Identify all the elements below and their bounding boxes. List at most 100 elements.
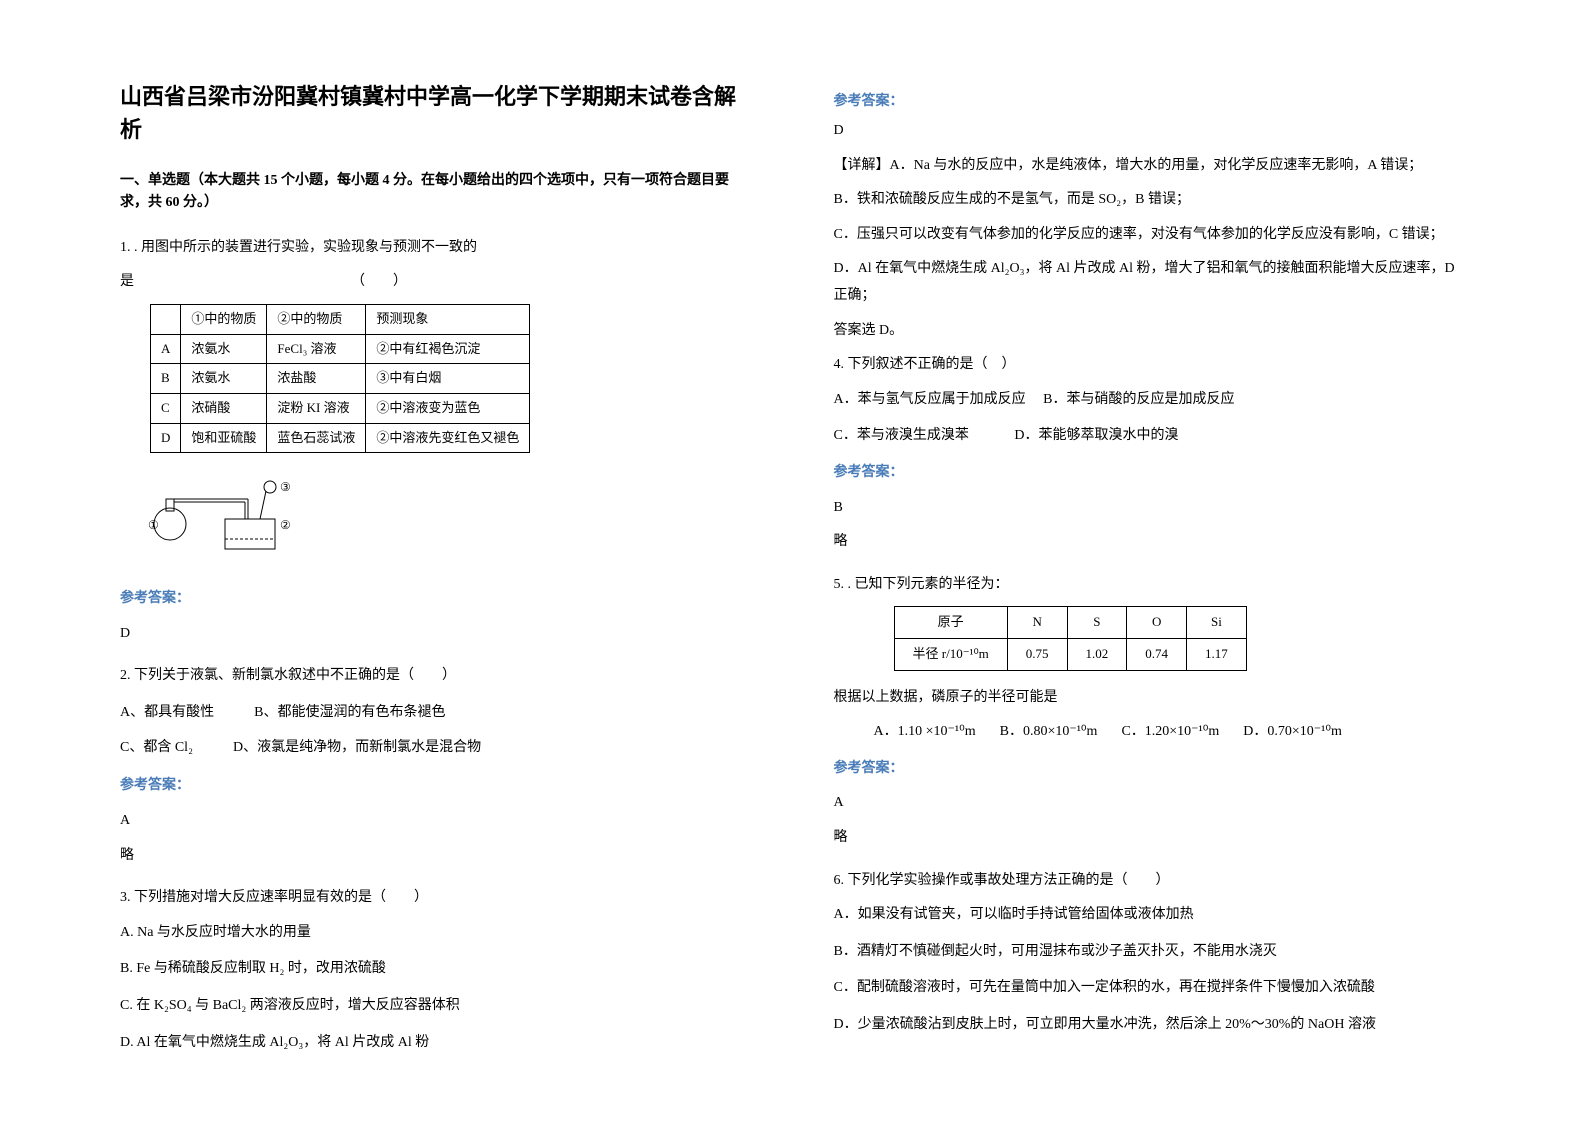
q5-answer: A xyxy=(834,790,1468,817)
table-cell: C xyxy=(151,394,181,424)
q3-optB: B. Fe 与稀硫酸反应制取 H₂ 时，改用浓硫酸 xyxy=(120,956,754,983)
q5-optB: B．0.80×10⁻¹⁰m xyxy=(1000,719,1098,746)
q2-optA: A、都具有酸性 xyxy=(120,698,214,729)
table-cell: ①中的物质 xyxy=(181,304,267,334)
question-2: 2. 下列关于液氯、新制氯水叙述中不正确的是（ ） A、都具有酸性 B、都能使湿… xyxy=(120,663,754,869)
left-column: 山西省吕梁市汾阳冀村镇冀村中学高一化学下学期期末试卷含解析 一、单选题（本大题共… xyxy=(100,80,794,1082)
q4-optB: B．苯与硝酸的反应是加成反应 xyxy=(1043,392,1234,407)
q6-optD: D．少量浓硫酸沾到皮肤上时，可立即用大量水冲洗，然后涂上 20%～30%的 Na… xyxy=(834,1012,1468,1039)
table-cell: 0.75 xyxy=(1007,639,1067,671)
table-cell: 浓氨水 xyxy=(181,334,267,364)
q1-text-b: 是 （ ） xyxy=(120,269,754,296)
answer-label: 参考答案： xyxy=(120,586,754,613)
table-row: 原子 N S O Si xyxy=(894,607,1246,639)
table-row: D 饱和亚硫酸 蓝色石蕊试液 ②中溶液先变红色又褪色 xyxy=(151,423,530,453)
table-cell: O xyxy=(1127,607,1187,639)
table-cell: 浓氨水 xyxy=(181,364,267,394)
q4-text: 4. 下列叙述不正确的是（ ） xyxy=(834,352,1468,379)
q2-options: A、都具有酸性 B、都能使湿润的有色布条褪色 C、都含 Cl₂ D、液氯是纯净物… xyxy=(120,698,754,764)
q3-answer: D xyxy=(834,118,1468,145)
right-column: 参考答案： D 【详解】A．Na 与水的反应中，水是纯液体，增大水的用量，对化学… xyxy=(794,80,1488,1082)
table-row: ①中的物质 ②中的物质 预测现象 xyxy=(151,304,530,334)
q6-optB: B．酒精灯不慎碰倒起火时，可用湿抹布或沙子盖灭扑灭，不能用水浇灭 xyxy=(834,939,1468,966)
q3-explain-c: C．压强只可以改变有气体参加的化学反应的速率，对没有气体参加的化学反应没有影响，… xyxy=(834,222,1468,249)
q3-optD: D. Al 在氧气中燃烧生成 Al₂O₃，将 Al 片改成 Al 粉 xyxy=(120,1030,754,1057)
answer-label: 参考答案： xyxy=(834,460,1468,487)
table-cell: 0.74 xyxy=(1127,639,1187,671)
table-cell: 1.02 xyxy=(1067,639,1127,671)
q4-optD: D．苯能够萃取溴水中的溴 xyxy=(1014,428,1178,443)
q2-note: 略 xyxy=(120,843,754,870)
svg-text:③: ③ xyxy=(280,480,291,494)
table-cell: A xyxy=(151,334,181,364)
q1-text-a: 1. . 用图中所示的装置进行实验，实验现象与预测不一致的 xyxy=(120,235,754,262)
q4-optC: C．苯与液溴生成溴苯 xyxy=(834,428,969,443)
q6-optA: A．如果没有试管夹，可以临时手持试管给固体或液体加热 xyxy=(834,902,1468,929)
question-4: 4. 下列叙述不正确的是（ ） A．苯与氢气反应属于加成反应 B．苯与硝酸的反应… xyxy=(834,352,1468,556)
q5-optC: C．1.20×10⁻¹⁰m xyxy=(1121,719,1219,746)
q5-note: 略 xyxy=(834,825,1468,852)
q3-explain-e: 答案选 D。 xyxy=(834,318,1468,345)
question-1: 1. . 用图中所示的装置进行实验，实验现象与预测不一致的 是 （ ） ①中的物… xyxy=(120,235,754,647)
table-cell: S xyxy=(1067,607,1127,639)
question-5: 5. . 已知下列元素的半径为： 原子 N S O Si 半径 r/10⁻¹⁰m… xyxy=(834,572,1468,852)
q5-optD: D．0.70×10⁻¹⁰m xyxy=(1243,719,1342,746)
q3-optC: C. 在 K₂SO₄ 与 BaCl₂ 两溶液反应时，增大反应容器体积 xyxy=(120,993,754,1020)
q1-table: ①中的物质 ②中的物质 预测现象 A 浓氨水 FeCl₃ 溶液 ②中有红褐色沉淀… xyxy=(150,304,530,453)
q2-answer: A xyxy=(120,808,754,835)
q4-answer: B xyxy=(834,495,1468,522)
q3-explain-a: 【详解】A．Na 与水的反应中，水是纯液体，增大水的用量，对化学反应速率无影响，… xyxy=(834,153,1468,180)
q3-explain-d: D．Al 在氧气中燃烧生成 Al₂O₃，将 Al 片改成 Al 粉，增大了铝和氧… xyxy=(834,256,1468,309)
q3-explain-b: B．铁和浓硫酸反应生成的不是氢气，而是 SO₂，B 错误； xyxy=(834,187,1468,214)
table-cell: 预测现象 xyxy=(366,304,530,334)
table-cell: B xyxy=(151,364,181,394)
table-row: B 浓氨水 浓盐酸 ③中有白烟 xyxy=(151,364,530,394)
q5-subtext: 根据以上数据，磷原子的半径可能是 xyxy=(834,685,1468,712)
answer-label: 参考答案： xyxy=(834,90,1468,110)
table-row: 半径 r/10⁻¹⁰m 0.75 1.02 0.74 1.17 xyxy=(894,639,1246,671)
answer-label: 参考答案： xyxy=(834,756,1468,783)
question-6: 6. 下列化学实验操作或事故处理方法正确的是（ ） A．如果没有试管夹，可以临时… xyxy=(834,868,1468,1039)
q2-text: 2. 下列关于液氯、新制氯水叙述中不正确的是（ ） xyxy=(120,663,754,690)
q2-optD: D、液氯是纯净物，而新制氯水是混合物 xyxy=(233,733,481,764)
table-cell: 半径 r/10⁻¹⁰m xyxy=(894,639,1007,671)
svg-text:①: ① xyxy=(148,518,159,532)
q5-table: 原子 N S O Si 半径 r/10⁻¹⁰m 0.75 1.02 0.74 1… xyxy=(894,606,1247,670)
q3-optA: A. Na 与水反应时增大水的用量 xyxy=(120,920,754,947)
question-3: 3. 下列措施对增大反应速率明显有效的是（ ） A. Na 与水反应时增大水的用… xyxy=(120,885,754,1056)
table-cell: ②中有红褐色沉淀 xyxy=(366,334,530,364)
q3-text: 3. 下列措施对增大反应速率明显有效的是（ ） xyxy=(120,885,754,912)
page-title: 山西省吕梁市汾阳冀村镇冀村中学高一化学下学期期末试卷含解析 xyxy=(120,80,754,146)
table-cell: Si xyxy=(1187,607,1247,639)
table-cell: 蓝色石蕊试液 xyxy=(267,423,366,453)
q1-answer: D xyxy=(120,621,754,648)
q5-optA: A．1.10 ×10⁻¹⁰m xyxy=(874,719,976,746)
q2-optB: B、都能使湿润的有色布条褪色 xyxy=(254,698,445,729)
table-cell: 原子 xyxy=(894,607,1007,639)
q4-note: 略 xyxy=(834,529,1468,556)
table-cell: FeCl₃ 溶液 xyxy=(267,334,366,364)
table-cell: ②中的物质 xyxy=(267,304,366,334)
table-cell: ②中溶液先变红色又褪色 xyxy=(366,423,530,453)
q6-optC: C．配制硫酸溶液时，可先在量筒中加入一定体积的水，再在搅拌条件下慢慢加入浓硫酸 xyxy=(834,975,1468,1002)
section-intro: 一、单选题（本大题共 15 个小题，每小题 4 分。在每小题给出的四个选项中，只… xyxy=(120,170,754,215)
table-row: C 浓硝酸 淀粉 KI 溶液 ②中溶液变为蓝色 xyxy=(151,394,530,424)
answer-label: 参考答案： xyxy=(120,773,754,800)
apparatus-svg: ① ② ③ xyxy=(140,469,300,559)
q6-text: 6. 下列化学实验操作或事故处理方法正确的是（ ） xyxy=(834,868,1468,895)
q4-optA: A．苯与氢气反应属于加成反应 xyxy=(834,392,1026,407)
table-cell: 淀粉 KI 溶液 xyxy=(267,394,366,424)
apparatus-diagram: ① ② ③ xyxy=(140,469,754,570)
table-cell: D xyxy=(151,423,181,453)
table-cell: 1.17 xyxy=(1187,639,1247,671)
table-cell: ③中有白烟 xyxy=(366,364,530,394)
svg-text:②: ② xyxy=(280,518,291,532)
q5-text: 5. . 已知下列元素的半径为： xyxy=(834,572,1468,599)
table-cell: 饱和亚硫酸 xyxy=(181,423,267,453)
table-row: A 浓氨水 FeCl₃ 溶液 ②中有红褐色沉淀 xyxy=(151,334,530,364)
table-cell: 浓硝酸 xyxy=(181,394,267,424)
table-cell: 浓盐酸 xyxy=(267,364,366,394)
table-cell: ②中溶液变为蓝色 xyxy=(366,394,530,424)
table-cell xyxy=(151,304,181,334)
table-cell: N xyxy=(1007,607,1067,639)
